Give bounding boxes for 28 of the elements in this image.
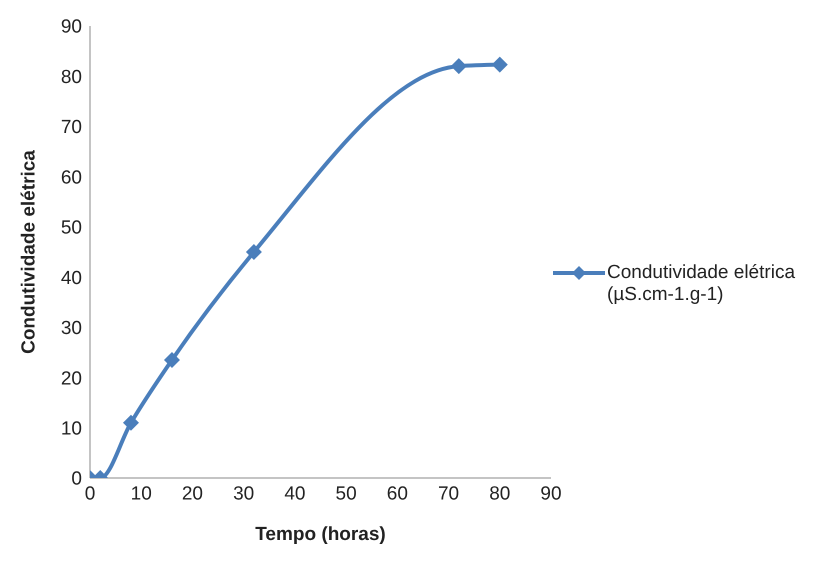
point — [122, 414, 139, 431]
x-tick-label: 20 — [182, 483, 204, 504]
x-tick-label: 10 — [130, 483, 152, 504]
y-tick-label: 50 — [60, 218, 82, 239]
y-tick-label: 70 — [60, 117, 82, 138]
point — [246, 244, 262, 260]
x-tick-label: 70 — [438, 483, 460, 504]
y-tick-label: 20 — [60, 368, 82, 390]
x-tick-label: 90 — [540, 483, 562, 504]
y-tick-label: 60 — [60, 167, 82, 188]
y-tick-label: 30 — [60, 318, 82, 340]
x-tick-label: 50 — [336, 483, 357, 504]
y-tick-label: 90 — [60, 16, 82, 38]
point — [450, 58, 467, 74]
x-tick-label: 30 — [233, 483, 254, 504]
point — [164, 352, 180, 368]
x-tick-label: 0 — [84, 483, 96, 504]
y-tick-label: 40 — [60, 268, 82, 289]
y-tick-label: 10 — [60, 418, 82, 440]
y-tick-label: 0 — [71, 468, 82, 490]
x-axis-title: Tempo (horas) — [255, 524, 386, 545]
y-axis-title: Condutividade elétrica — [18, 150, 40, 354]
x-tick-label: 40 — [284, 483, 306, 504]
legend-label: Condutividade elétrica (µS.cm-1.g-1) — [607, 262, 796, 306]
y-tick-label: 80 — [60, 66, 82, 88]
point — [492, 56, 508, 73]
x-tick-label: 80 — [489, 483, 510, 504]
x-tick-label: 60 — [386, 483, 408, 504]
